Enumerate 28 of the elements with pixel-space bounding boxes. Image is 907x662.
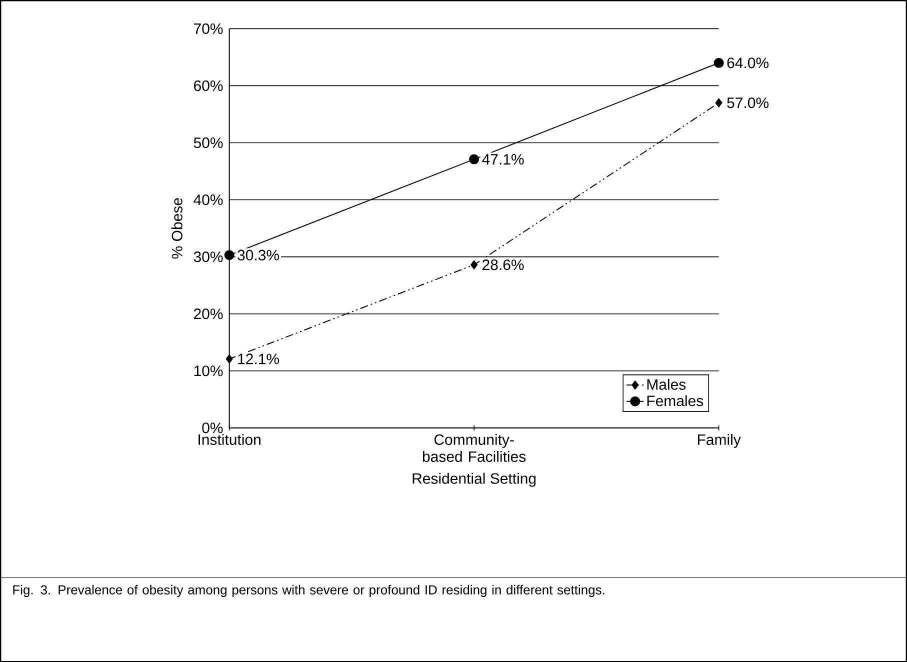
point	[226, 354, 233, 364]
y-tick-label: 10%	[194, 365, 223, 376]
point	[470, 260, 478, 270]
y-tick-label: 0%	[202, 422, 223, 434]
x-axis-title: Residential Setting	[412, 472, 536, 487]
y-axis-title: % Obese	[171, 198, 182, 258]
y-tick-label: 20%	[194, 308, 223, 320]
data-label: 28.6%	[482, 259, 524, 270]
caption: Fig. 3. Prevalence of obesity among persons with severe or profound ID residing in different settings.	[13, 584, 604, 597]
y-tick-label: 70%	[194, 23, 223, 34]
y-tick-label: 40%	[194, 194, 223, 205]
legend-label: Females	[647, 395, 704, 406]
x-tick-label: Family	[698, 434, 741, 448]
data-label: 64.0%	[727, 57, 769, 68]
point	[224, 250, 234, 260]
point	[469, 154, 480, 164]
y-tick-label: 60%	[194, 80, 223, 91]
x-tick-label: Institution	[198, 434, 260, 445]
x-tick-label: Community-based Facilities	[422, 434, 526, 462]
data-label: 12.1%	[238, 354, 279, 364]
y-tick-label: 50%	[194, 137, 223, 148]
data-label: 47.1%	[482, 154, 524, 164]
y-tick-label: 30%	[194, 251, 223, 262]
data-label: 30.3%	[238, 250, 279, 260]
legend-label: Males	[647, 378, 686, 390]
point	[714, 58, 724, 68]
point	[715, 98, 722, 108]
data-label: 57.0%	[727, 97, 769, 108]
